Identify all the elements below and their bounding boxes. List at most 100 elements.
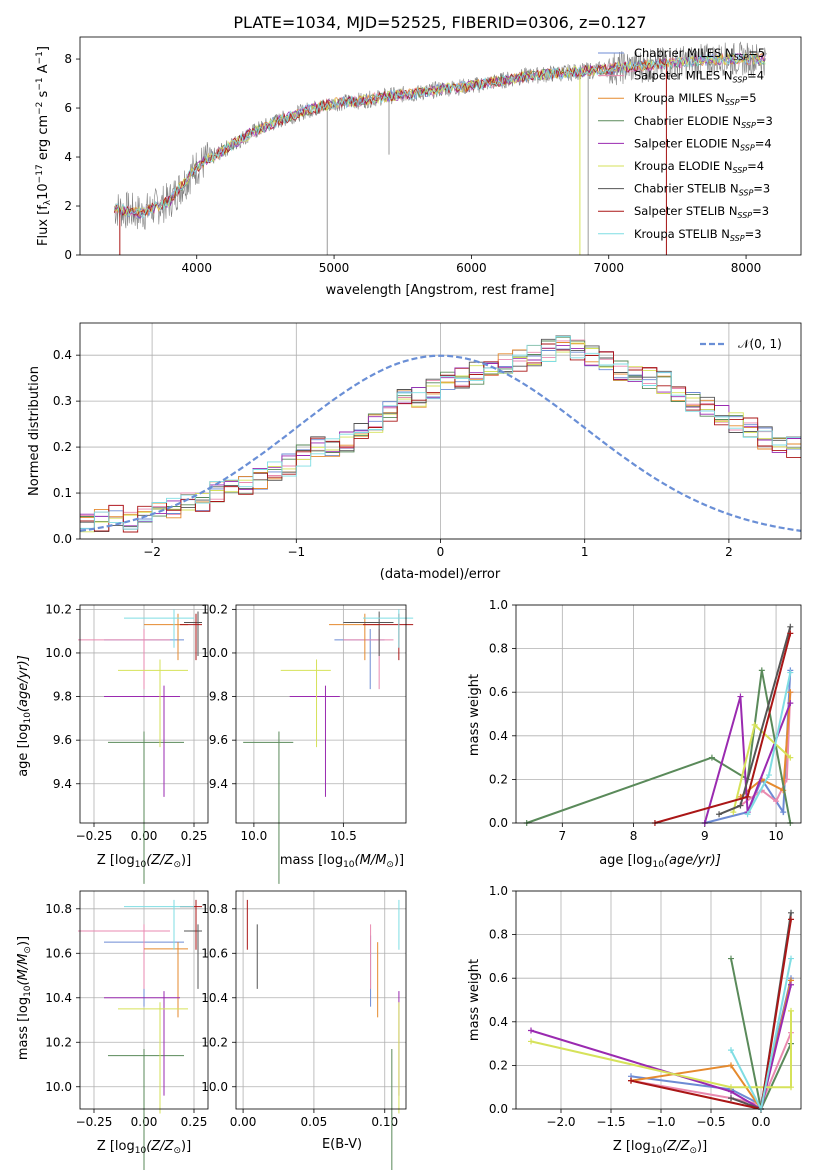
ageZ-xlabel: Z [log10(Z/Z⊙)] xyxy=(97,853,191,870)
massEbv-ytick-label: 10.0 xyxy=(201,1080,228,1094)
spectrum-ylabel: Flux [fλ10−17 erg cm−2 s−1 A−1] xyxy=(35,46,53,246)
legend-entry: Chabrier MILES NSSP=5 xyxy=(634,46,765,62)
weight-age-marker xyxy=(751,721,758,728)
normal-legend-label: 𝒩(0, 1) xyxy=(738,337,782,351)
ageMass-xtick-label: 10.5 xyxy=(330,829,357,843)
massZ-ytick-label: 10.0 xyxy=(45,1080,72,1094)
weightAge-ytick-label: 0.6 xyxy=(489,685,508,699)
massZ-ytick-label: 10.8 xyxy=(45,902,72,916)
legend-entry: Chabrier STELIB NSSP=3 xyxy=(634,182,770,198)
ageZ-ytick-label: 10.0 xyxy=(45,646,72,660)
weight-age-marker xyxy=(708,754,715,761)
ageMass-ytick-label: 9.8 xyxy=(209,690,228,704)
histogram-xtick-label: −2 xyxy=(143,545,161,559)
spectrum-axes-frame xyxy=(79,36,802,256)
ageZ-ylabel: age [log10(age/yr)] xyxy=(16,655,33,777)
weight-age-marker xyxy=(787,754,794,761)
mass-vs-ebv-panel: 0.00 0.05 0.10 10.0 10.2 10.4 10.6 10.8 xyxy=(201,890,407,1174)
weightAge-xtick-label: 9 xyxy=(701,829,709,843)
age-vs-Z-panel: −0.25 0.00 0.259.49.69.810.010.2 xyxy=(45,602,209,884)
weight-vs-Z-panel: −2.0 −1.5 −1.0 −0.5 0.0 0.0 0.2 0.4 0.6 0.8 1.0 xyxy=(489,884,802,1129)
histogram-series xyxy=(80,335,801,530)
weightZ-xtick-label: −1.0 xyxy=(646,1115,675,1129)
massEbv-xtick-label: 0.00 xyxy=(230,1115,257,1129)
massEbv-xlabel: E(B-V) xyxy=(322,1137,362,1152)
spectrum-panel: 4000 5000 6000 7000 8000 0 2 4 6 8 wavelength [An… xyxy=(35,36,802,298)
weight-Z-marker xyxy=(728,1095,734,1102)
weight-Z-marker xyxy=(728,1084,734,1091)
histogram-xtick-label: −1 xyxy=(287,545,305,559)
massZ-axes-frame xyxy=(79,890,209,1110)
histogram-ytick-label: 0.0 xyxy=(53,532,72,546)
spectrum-xlabel: wavelength [Angstrom, rest frame] xyxy=(326,283,555,298)
residual-histogram-panel: −2 −1 0 1 2 0.0 0.1 0.2 0.3 0.4 (data-model)/erro… xyxy=(27,322,802,582)
weight-Z-marker xyxy=(788,1084,794,1091)
histogram-xtick-label: 2 xyxy=(725,545,733,559)
ageZ-xtick-label: −0.25 xyxy=(76,829,113,843)
spectrum-legend: Chabrier MILES NSSP=5 Salpeter MILES NSSP… xyxy=(598,46,773,243)
weightZ-ytick-label: 0.6 xyxy=(489,971,508,985)
weight-age-marker xyxy=(716,811,723,818)
spectrum-xtick-label: 6000 xyxy=(456,261,487,275)
weightZ-ytick-label: 0.4 xyxy=(489,1015,508,1029)
ageMass-ytick-label: 9.4 xyxy=(209,777,228,791)
weight-Z-marker xyxy=(728,1047,734,1054)
spectrum-xtick-label: 5000 xyxy=(319,261,350,275)
ageZ-marks xyxy=(78,609,202,884)
weight-age-marker xyxy=(787,623,794,630)
weight-age-marker xyxy=(787,669,794,676)
weight-Z-marker xyxy=(788,981,794,988)
massEbv-ytick-label: 10.4 xyxy=(201,991,228,1005)
legend-entry: Chabrier ELODIE NSSP=3 xyxy=(634,114,773,130)
massZ-ytick-label: 10.4 xyxy=(45,991,72,1005)
weight-Z-marker xyxy=(788,916,794,923)
ageMass-marks xyxy=(243,609,414,884)
legend-entry: Salpeter ELODIE NSSP=4 xyxy=(634,136,772,152)
weightZ-ytick-label: 0.8 xyxy=(489,928,508,942)
ageMass-ytick-label: 9.6 xyxy=(209,733,228,747)
weightAge-ytick-label: 1.0 xyxy=(489,598,508,612)
figure-title: PLATE=1034, MJD=52525, FIBERID=0306, z=0… xyxy=(233,13,646,32)
massZ-ytick-label: 10.2 xyxy=(45,1035,72,1049)
spectrum-xtick-label: 4000 xyxy=(181,261,212,275)
weight-age-marker xyxy=(787,689,794,696)
histogram-xlabel: (data-model)/error xyxy=(380,567,501,582)
weightZ-ytick-label: 1.0 xyxy=(489,884,508,898)
weight-age-line xyxy=(703,696,792,824)
spectrum-xtick-label: 8000 xyxy=(731,261,762,275)
weightZ-ytick-label: 0.2 xyxy=(489,1058,508,1072)
weightZ-xtick-label: −0.5 xyxy=(696,1115,725,1129)
model-line xyxy=(114,52,766,219)
weightAge-ylabel: mass weight xyxy=(467,674,482,756)
model-line xyxy=(113,52,766,217)
weight-age-marker xyxy=(780,809,787,816)
histogram-ytick-label: 0.4 xyxy=(53,348,72,362)
weightZ-xtick-label: −1.5 xyxy=(596,1115,625,1129)
ageMass-axes-frame xyxy=(235,604,407,824)
weight-Z-marker xyxy=(788,909,794,916)
massZ-ytick-label: 10.6 xyxy=(45,946,72,960)
weightAge-marks xyxy=(523,623,794,826)
weight-Z-marker xyxy=(728,1062,734,1069)
weightAge-axes-frame xyxy=(515,604,802,824)
ageZ-ytick-label: 9.6 xyxy=(53,733,72,747)
weight-age-marker xyxy=(773,798,780,805)
histogram-ytick-label: 0.1 xyxy=(53,486,72,500)
massZ-xtick-label: −0.25 xyxy=(76,1115,113,1129)
age-vs-mass-panel: 10.0 10.5 9.4 9.6 9.8 10.0 10.2 xyxy=(201,602,414,884)
weightAge-ytick-label: 0.8 xyxy=(489,642,508,656)
legend-entry: Kroupa ELODIE NSSP=4 xyxy=(634,159,764,175)
massZ-ylabel: mass [log10(M/M⊙)] xyxy=(16,936,33,1060)
weight-Z-marker xyxy=(788,1007,794,1014)
weight-Z-marker xyxy=(528,1027,534,1034)
weight-age-marker xyxy=(787,630,794,637)
weight-age-marker xyxy=(737,802,744,809)
spectrum-ytick-label: 4 xyxy=(64,150,72,164)
ageMass-xtick-label: 10.0 xyxy=(241,829,268,843)
weightAge-xlabel: age [log10(age/yr)] xyxy=(599,853,721,870)
spectrum-xtick-label: 7000 xyxy=(593,261,624,275)
massEbv-ytick-label: 10.6 xyxy=(201,946,228,960)
weightZ-axes-frame xyxy=(515,890,802,1110)
weight-age-marker xyxy=(765,772,772,779)
